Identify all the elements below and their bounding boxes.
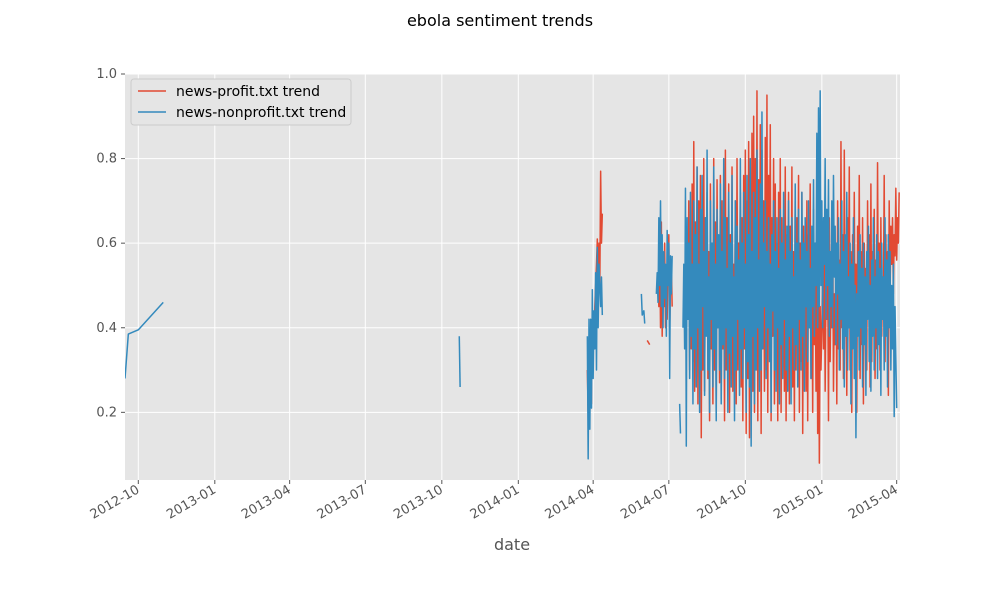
- x-tick-label: 2014-01: [468, 482, 523, 522]
- series-line-1: [678, 403, 682, 434]
- y-tick-labels: 0.2 0.4 0.6 0.8 1.0: [96, 67, 117, 420]
- series-line-1: [682, 90, 898, 447]
- chart-title: ebola sentiment trends: [407, 11, 593, 30]
- y-tick-label: 0.8: [96, 152, 117, 167]
- x-tick-label: 2013-01: [164, 482, 219, 522]
- legend: news-profit.txt trend news-nonprofit.txt …: [130, 78, 352, 126]
- x-tick-label: 2013-04: [239, 482, 294, 522]
- x-tick-labels: 2012-10 2013-01 2013-04 2013-07 2013-10 2014-…: [88, 482, 901, 522]
- series-line-1: [458, 336, 461, 387]
- x-tick-label: 2012-10: [88, 482, 143, 522]
- legend-label: news-nonprofit.txt trend: [176, 105, 346, 121]
- x-axis-label: date: [494, 535, 530, 554]
- y-tick-label: 1.0: [96, 67, 117, 82]
- series-line-0: [646, 340, 651, 346]
- x-tick-label: 2014-10: [695, 482, 750, 522]
- x-tick-label: 2015-01: [771, 482, 826, 522]
- series-line-1: [655, 200, 673, 380]
- series-line-1: [125, 301, 164, 379]
- series-line-1: [586, 246, 604, 460]
- y-tick-label: 0.6: [96, 236, 117, 251]
- x-tick-label: 2013-10: [391, 482, 446, 522]
- x-tick-label: 2014-04: [543, 482, 598, 522]
- y-tick-label: 0.4: [96, 321, 117, 336]
- y-tick-label: 0.2: [96, 405, 117, 420]
- x-tick-label: 2013-07: [315, 482, 370, 522]
- series-line-1: [640, 293, 646, 324]
- legend-box: [130, 78, 352, 126]
- legend-label: news-profit.txt trend: [176, 84, 320, 100]
- x-tick-label: 2014-07: [618, 482, 673, 522]
- series-lines: [125, 90, 900, 464]
- x-tick-label: 2015-04: [846, 482, 901, 522]
